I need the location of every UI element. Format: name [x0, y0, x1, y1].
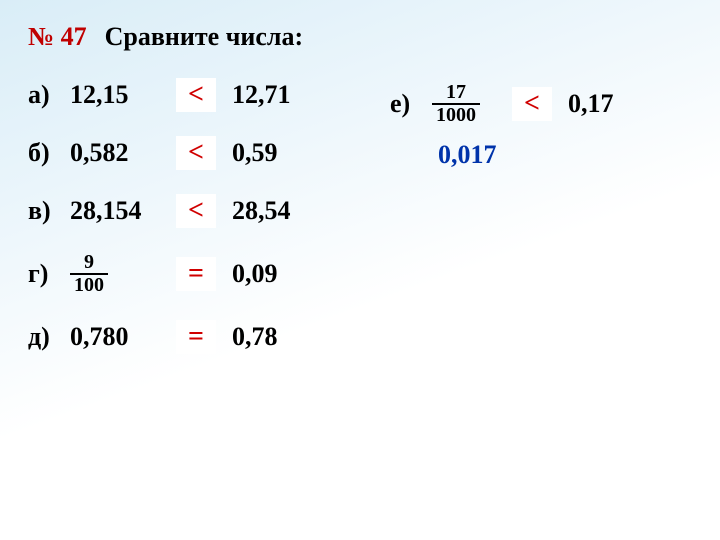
- less-than-icon: <: [188, 81, 204, 109]
- left-value: 0,582: [70, 138, 166, 168]
- less-than-icon: <: [188, 139, 204, 167]
- equals-icon: =: [188, 260, 204, 288]
- row-d: д) 0,780 = 0,78: [28, 320, 692, 354]
- fraction: 9 100: [70, 252, 108, 296]
- fraction: 17 1000: [432, 82, 480, 126]
- left-value: 12,15: [70, 80, 166, 110]
- fraction-denominator: 100: [70, 275, 108, 296]
- row-label: д): [28, 322, 70, 352]
- right-value: 0,09: [232, 259, 278, 289]
- row-e: е) 17 1000 < 0,17: [390, 82, 614, 126]
- operator-box: =: [176, 320, 216, 354]
- annotation-text: 0,017: [438, 140, 614, 170]
- row-g: г) 9 100 = 0,09: [28, 252, 692, 296]
- left-value-fraction: 17 1000: [432, 82, 502, 126]
- fraction-numerator: 9: [80, 252, 98, 273]
- right-value: 12,71: [232, 80, 291, 110]
- right-value: 0,59: [232, 138, 278, 168]
- less-than-icon: <: [524, 90, 540, 118]
- problem-number: № 47: [28, 22, 87, 51]
- right-value: 0,17: [568, 89, 614, 119]
- operator-box: <: [176, 78, 216, 112]
- operator-box: <: [176, 136, 216, 170]
- operator-box: <: [176, 194, 216, 228]
- row-label: е): [390, 89, 432, 119]
- worksheet-page: № 47 Сравните числа: а) 12,15 < 12,71 б)…: [0, 0, 720, 540]
- left-value-fraction: 9 100: [70, 252, 166, 296]
- row-label: а): [28, 80, 70, 110]
- operator-box: =: [176, 257, 216, 291]
- fraction-numerator: 17: [442, 82, 470, 103]
- left-value: 0,780: [70, 322, 166, 352]
- right-value: 28,54: [232, 196, 291, 226]
- right-value: 0,78: [232, 322, 278, 352]
- row-label: г): [28, 259, 70, 289]
- row-label: б): [28, 138, 70, 168]
- header: № 47 Сравните числа:: [28, 22, 692, 52]
- left-value: 28,154: [70, 196, 166, 226]
- page-title: Сравните числа:: [105, 22, 303, 51]
- less-than-icon: <: [188, 197, 204, 225]
- row-v: в) 28,154 < 28,54: [28, 194, 692, 228]
- equals-icon: =: [188, 323, 204, 351]
- right-column: е) 17 1000 < 0,17 0,017: [390, 82, 614, 170]
- operator-box: <: [512, 87, 552, 121]
- row-label: в): [28, 196, 70, 226]
- fraction-denominator: 1000: [432, 105, 480, 126]
